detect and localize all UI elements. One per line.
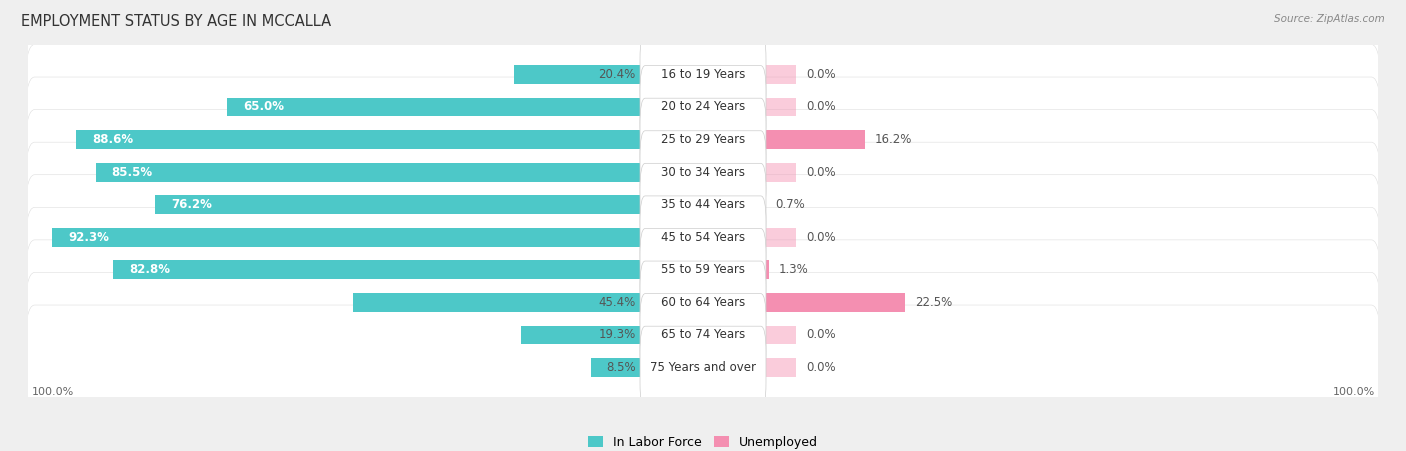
Text: 0.0%: 0.0% xyxy=(806,68,835,81)
Text: 8.5%: 8.5% xyxy=(606,361,636,374)
FancyBboxPatch shape xyxy=(25,45,1381,170)
Text: 0.0%: 0.0% xyxy=(806,328,835,341)
Bar xyxy=(353,293,645,312)
FancyBboxPatch shape xyxy=(25,305,1381,430)
Bar xyxy=(522,326,645,345)
FancyBboxPatch shape xyxy=(25,77,1381,202)
Bar xyxy=(515,65,645,84)
Legend: In Labor Force, Unemployed: In Labor Force, Unemployed xyxy=(583,431,823,451)
Text: EMPLOYMENT STATUS BY AGE IN MCCALLA: EMPLOYMENT STATUS BY AGE IN MCCALLA xyxy=(21,14,332,28)
Bar xyxy=(761,130,865,149)
Text: 75 Years and over: 75 Years and over xyxy=(650,361,756,374)
Bar xyxy=(761,195,765,214)
Text: 25 to 29 Years: 25 to 29 Years xyxy=(661,133,745,146)
FancyBboxPatch shape xyxy=(640,261,766,344)
FancyBboxPatch shape xyxy=(25,175,1381,300)
Text: 0.0%: 0.0% xyxy=(806,166,835,179)
Bar xyxy=(591,358,645,377)
Text: 92.3%: 92.3% xyxy=(67,231,108,244)
Text: 76.2%: 76.2% xyxy=(172,198,212,211)
Bar xyxy=(761,293,905,312)
Bar xyxy=(761,228,796,247)
FancyBboxPatch shape xyxy=(640,131,766,213)
Text: 0.7%: 0.7% xyxy=(775,198,804,211)
Text: 19.3%: 19.3% xyxy=(599,328,636,341)
Text: 85.5%: 85.5% xyxy=(111,166,153,179)
Text: 88.6%: 88.6% xyxy=(91,133,134,146)
Text: 0.0%: 0.0% xyxy=(806,101,835,114)
Bar xyxy=(112,260,645,279)
FancyBboxPatch shape xyxy=(25,142,1381,267)
FancyBboxPatch shape xyxy=(25,240,1381,365)
Bar xyxy=(761,97,796,116)
FancyBboxPatch shape xyxy=(640,229,766,311)
Text: 35 to 44 Years: 35 to 44 Years xyxy=(661,198,745,211)
Bar xyxy=(761,65,796,84)
Bar xyxy=(156,195,645,214)
Bar xyxy=(96,163,645,182)
Text: 16.2%: 16.2% xyxy=(875,133,912,146)
Text: 65.0%: 65.0% xyxy=(243,101,284,114)
Bar xyxy=(761,260,769,279)
FancyBboxPatch shape xyxy=(640,163,766,246)
Text: 45.4%: 45.4% xyxy=(599,296,636,309)
FancyBboxPatch shape xyxy=(640,294,766,376)
Text: 100.0%: 100.0% xyxy=(31,387,73,397)
Text: 65 to 74 Years: 65 to 74 Years xyxy=(661,328,745,341)
Text: 100.0%: 100.0% xyxy=(1333,387,1375,397)
FancyBboxPatch shape xyxy=(640,326,766,409)
FancyBboxPatch shape xyxy=(640,98,766,181)
Text: 1.3%: 1.3% xyxy=(779,263,808,276)
Bar xyxy=(228,97,645,116)
FancyBboxPatch shape xyxy=(25,12,1381,137)
FancyBboxPatch shape xyxy=(25,272,1381,397)
Text: 20 to 24 Years: 20 to 24 Years xyxy=(661,101,745,114)
Text: 20.4%: 20.4% xyxy=(599,68,636,81)
Text: 16 to 19 Years: 16 to 19 Years xyxy=(661,68,745,81)
FancyBboxPatch shape xyxy=(25,110,1381,235)
FancyBboxPatch shape xyxy=(640,65,766,148)
FancyBboxPatch shape xyxy=(640,196,766,279)
Bar xyxy=(52,228,645,247)
Bar xyxy=(761,163,796,182)
Bar xyxy=(761,358,796,377)
Text: 30 to 34 Years: 30 to 34 Years xyxy=(661,166,745,179)
Text: 55 to 59 Years: 55 to 59 Years xyxy=(661,263,745,276)
Text: 82.8%: 82.8% xyxy=(129,263,170,276)
Text: 0.0%: 0.0% xyxy=(806,361,835,374)
Bar xyxy=(761,326,796,345)
Text: 60 to 64 Years: 60 to 64 Years xyxy=(661,296,745,309)
Text: 0.0%: 0.0% xyxy=(806,231,835,244)
FancyBboxPatch shape xyxy=(25,207,1381,332)
Bar xyxy=(76,130,645,149)
Text: Source: ZipAtlas.com: Source: ZipAtlas.com xyxy=(1274,14,1385,23)
FancyBboxPatch shape xyxy=(640,33,766,116)
Text: 22.5%: 22.5% xyxy=(915,296,952,309)
Text: 45 to 54 Years: 45 to 54 Years xyxy=(661,231,745,244)
